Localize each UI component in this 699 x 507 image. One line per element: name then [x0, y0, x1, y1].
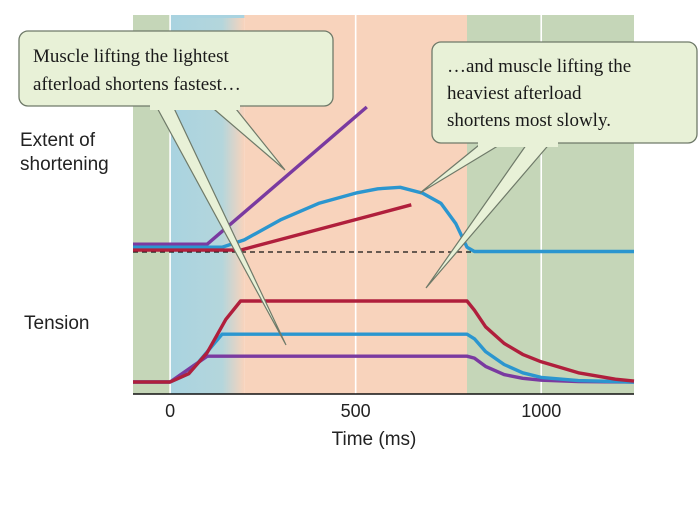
- tension-axis-label: Tension: [24, 312, 90, 336]
- tension-label-line: Tension: [24, 313, 90, 334]
- shortening-axis-label: Extent of shortening: [20, 129, 109, 177]
- callout-lightest-line: afterload shortens fastest…: [33, 74, 241, 95]
- series-line-shortening-lightest: [133, 105, 368, 246]
- callout-lightest: Muscle lifting the lightest afterload sh…: [18, 30, 334, 346]
- x-tick-label: 0: [165, 401, 175, 421]
- callout-heaviest-line: …and muscle lifting the: [447, 56, 631, 77]
- shortening-label-line: Extent of: [20, 130, 95, 151]
- phase-band-overhang: [170, 15, 245, 18]
- callout-heaviest-line: heaviest afterload: [447, 83, 582, 104]
- x-tick-label: 500: [341, 401, 371, 421]
- callout-heaviest-box: [431, 41, 698, 144]
- x-tick-label: 1000: [521, 401, 561, 421]
- series-line-tension-heaviest: [133, 299, 635, 384]
- callout-heaviest: …and muscle lifting the heaviest afterlo…: [419, 41, 698, 289]
- series-line-shortening-medium: [133, 185, 634, 254]
- x-axis-label: Time (ms): [332, 429, 417, 450]
- callout-lightest-line: Muscle lifting the lightest: [33, 46, 230, 67]
- callout-heaviest-line: shortens most slowly.: [447, 110, 611, 131]
- shortening-label-line: shortening: [20, 154, 109, 175]
